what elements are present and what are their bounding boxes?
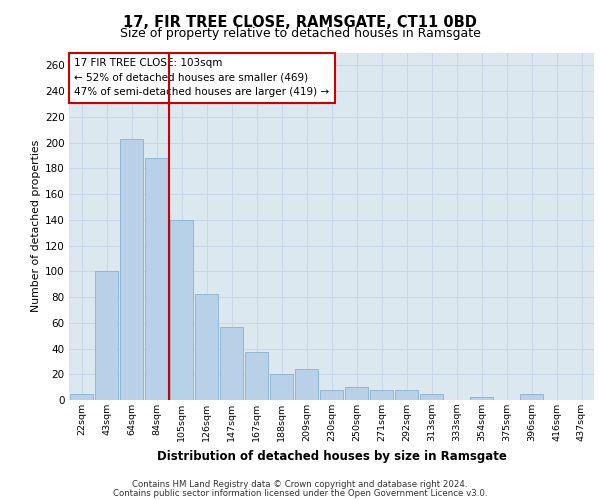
Bar [194, 294, 218, 400]
Bar [70, 394, 94, 400]
Bar [145, 158, 169, 400]
Bar [320, 390, 343, 400]
Bar [269, 374, 293, 400]
X-axis label: Distribution of detached houses by size in Ramsgate: Distribution of detached houses by size … [157, 450, 506, 462]
Bar [370, 390, 394, 400]
Text: Size of property relative to detached houses in Ramsgate: Size of property relative to detached ho… [119, 28, 481, 40]
Bar [295, 369, 319, 400]
Bar [520, 394, 544, 400]
Text: 17, FIR TREE CLOSE, RAMSGATE, CT11 0BD: 17, FIR TREE CLOSE, RAMSGATE, CT11 0BD [123, 15, 477, 30]
Text: Contains HM Land Registry data © Crown copyright and database right 2024.: Contains HM Land Registry data © Crown c… [132, 480, 468, 489]
Text: 17 FIR TREE CLOSE: 103sqm
← 52% of detached houses are smaller (469)
47% of semi: 17 FIR TREE CLOSE: 103sqm ← 52% of detac… [74, 58, 329, 98]
Bar [220, 326, 244, 400]
Bar [344, 387, 368, 400]
Bar [95, 272, 118, 400]
Bar [419, 394, 443, 400]
Bar [395, 390, 418, 400]
Y-axis label: Number of detached properties: Number of detached properties [31, 140, 41, 312]
Text: Contains public sector information licensed under the Open Government Licence v3: Contains public sector information licen… [113, 488, 487, 498]
Bar [470, 398, 493, 400]
Bar [245, 352, 268, 400]
Bar [119, 138, 143, 400]
Bar [170, 220, 193, 400]
